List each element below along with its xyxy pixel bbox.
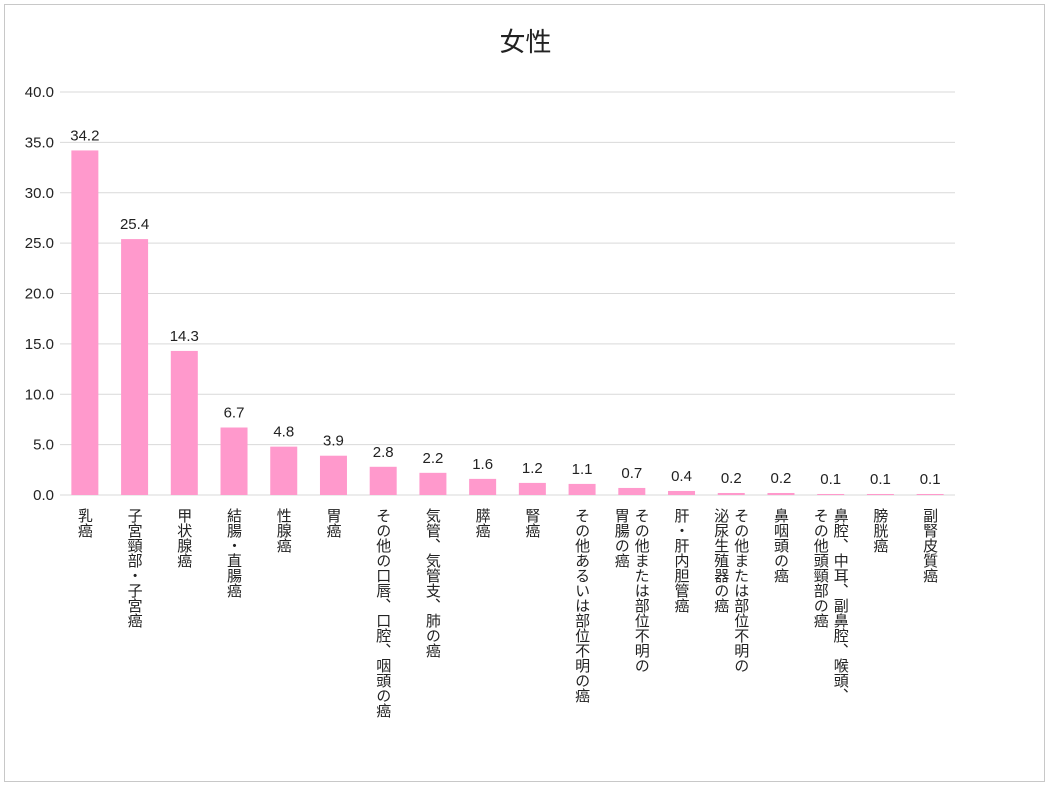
y-tick-label: 20.0: [25, 286, 54, 303]
data-label: 2.8: [373, 444, 394, 461]
category-label: 鼻咽頭の癌: [772, 508, 790, 583]
category-label: その他あるいは部位不明の癌: [573, 508, 591, 703]
data-label: 0.1: [870, 471, 891, 488]
category-label: その他または部位不明の: [633, 508, 651, 673]
category-label: 副腎皮質癌: [921, 508, 939, 583]
data-label: 2.2: [422, 450, 443, 467]
data-label: 14.3: [170, 328, 199, 345]
data-label: 25.4: [120, 216, 149, 233]
category-label: 結腸・直腸癌: [225, 508, 243, 598]
category-label: 子宮頸部・子宮癌: [126, 508, 144, 628]
category-label: 鼻腔、中耳、副鼻腔、喉頭、: [832, 508, 850, 703]
data-label: 0.4: [671, 468, 692, 485]
y-tick-label: 40.0: [25, 84, 54, 101]
category-label: 胃癌: [324, 508, 342, 538]
category-label: 肝・肝内胆管癌: [673, 508, 691, 613]
data-label: 0.1: [820, 471, 841, 488]
data-labels: 34.2 25.4 14.3 6.7 4.8 3.9 2.8 2.2 1.6 1.2 1.1 0.7 0…: [70, 127, 940, 488]
data-label: 6.7: [224, 404, 245, 421]
category-label: 気管、気管支、肺の癌: [424, 508, 442, 658]
data-label: 0.2: [721, 470, 742, 487]
bar: [71, 150, 99, 495]
category-label: 泌尿生殖器の癌: [712, 508, 730, 613]
category-label: 性腺癌: [275, 508, 293, 553]
gridlines: [60, 91, 955, 496]
category-label: 胃腸の癌: [613, 508, 631, 568]
category-label: 膀胱癌: [871, 508, 889, 553]
category-label: 乳癌: [76, 508, 94, 538]
y-tick-label: 10.0: [25, 386, 54, 403]
y-tick-label: 35.0: [25, 134, 54, 151]
category-label: 膵癌: [474, 508, 492, 538]
y-tick-label: 30.0: [25, 185, 54, 202]
data-label: 0.2: [771, 470, 792, 487]
bar: [866, 493, 894, 495]
data-label: 4.8: [273, 424, 294, 441]
data-label: 0.1: [920, 471, 941, 488]
chart-title: 女性: [499, 28, 552, 58]
category-label: 腎癌: [523, 508, 541, 538]
bar: [170, 350, 198, 495]
data-label: 34.2: [70, 127, 99, 144]
bar: [220, 427, 248, 495]
bar: [717, 492, 745, 495]
bar: [817, 493, 845, 495]
bar: [270, 446, 298, 495]
bar: [518, 482, 546, 495]
bar: [419, 472, 447, 495]
bar: [369, 466, 397, 495]
y-tick-label: 25.0: [25, 235, 54, 252]
data-label: 3.9: [323, 433, 344, 450]
category-label: その他頭頸部の癌: [812, 508, 830, 628]
y-tick-label: 5.0: [33, 437, 54, 454]
bars: [71, 150, 944, 495]
category-label: 甲状腺癌: [175, 508, 193, 568]
bar: [916, 493, 944, 495]
bar: [767, 492, 795, 495]
category-labels: 乳癌 子宮頸部・子宮癌 甲状腺癌 結腸・直腸癌 性腺癌 胃癌 その他の口唇、口腔、咽頭の癌 気…: [76, 508, 939, 718]
y-axis: 0.0 5.0 10.0 15.0 20.0 25.0 30.0 35.0 40.0: [25, 84, 54, 504]
data-label: 0.7: [621, 465, 642, 482]
y-tick-label: 15.0: [25, 336, 54, 353]
bar: [668, 490, 696, 495]
data-label: 1.1: [572, 461, 593, 478]
bar: [121, 239, 149, 495]
category-label: その他または部位不明の: [732, 508, 750, 673]
bar: [618, 487, 646, 495]
bar: [568, 483, 596, 495]
bar: [469, 478, 497, 495]
bar: [319, 455, 347, 495]
category-label: その他の口唇、口腔、咽頭の癌: [374, 508, 392, 718]
data-label: 1.2: [522, 460, 543, 477]
y-tick-label: 0.0: [33, 487, 54, 504]
data-label: 1.6: [472, 456, 493, 473]
